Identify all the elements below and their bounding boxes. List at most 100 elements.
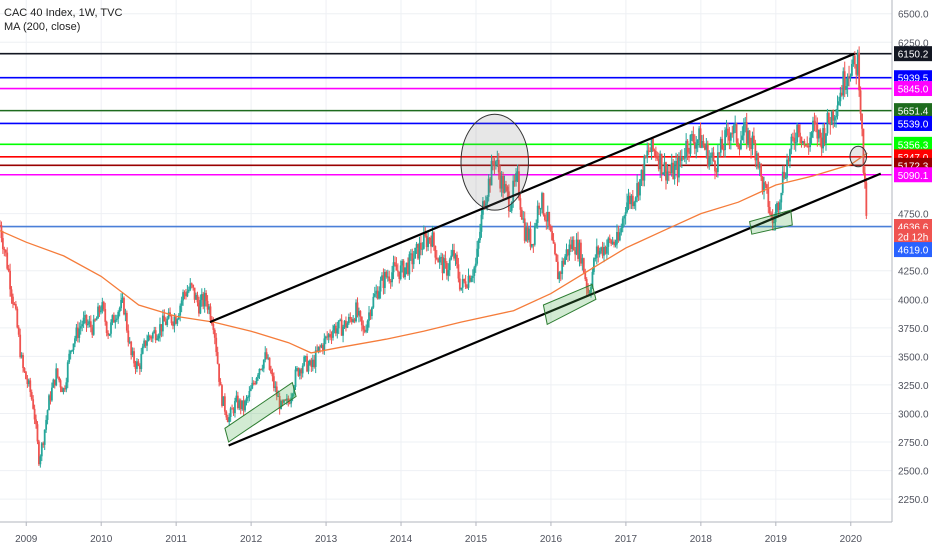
candle-body	[383, 271, 386, 288]
candle-body	[753, 135, 755, 143]
candle-body	[466, 286, 468, 288]
time-axis-tick-label: 2017	[615, 534, 638, 545]
candle-body	[653, 149, 656, 152]
candle-body	[375, 290, 378, 294]
candle-body	[763, 182, 765, 192]
candle-body	[562, 260, 565, 265]
candle-body	[345, 320, 347, 328]
price-axis-label-bg	[894, 228, 932, 244]
candle-body	[588, 292, 591, 294]
candle-body	[637, 183, 640, 196]
candle-body	[355, 302, 357, 322]
candle-body	[87, 323, 89, 326]
candle-body	[603, 246, 605, 256]
candle-body	[712, 152, 715, 161]
candle-body	[810, 132, 813, 138]
candle-body	[323, 338, 326, 351]
candle-body	[434, 245, 437, 258]
candle-body	[29, 380, 32, 393]
candle-body	[689, 134, 692, 154]
candle-body	[564, 256, 566, 265]
candle-body	[327, 334, 330, 338]
candle-body	[696, 139, 699, 144]
candle-body	[321, 345, 324, 351]
candle-body	[627, 195, 630, 203]
candle-body	[247, 397, 249, 399]
candle-body	[190, 283, 193, 285]
candle-body	[36, 424, 39, 442]
candle-body	[272, 376, 275, 388]
candle-body	[82, 317, 85, 325]
candle-body	[88, 321, 91, 324]
candle-body	[852, 55, 855, 65]
candle-body	[848, 76, 850, 78]
candle-body	[760, 163, 763, 177]
candle-body	[209, 306, 212, 320]
candle-body	[457, 264, 460, 279]
candle-body	[336, 328, 339, 334]
candle-body	[543, 214, 546, 220]
candle-body	[584, 272, 587, 280]
candle-body	[153, 330, 156, 334]
candle-body	[636, 183, 639, 198]
candle-body	[274, 386, 277, 388]
candle-body	[40, 443, 43, 457]
candle-body	[623, 216, 626, 219]
candle-body	[180, 300, 183, 306]
legend-indicator[interactable]: MA (200, close)	[4, 21, 81, 33]
candle-body	[506, 186, 509, 192]
candle-body	[42, 443, 45, 445]
price-axis-label: 5939.5	[898, 74, 929, 85]
candle-body	[678, 157, 680, 178]
candle-body	[427, 237, 430, 248]
candle-body	[98, 306, 101, 313]
candle-body	[213, 329, 216, 338]
candle-body	[476, 248, 479, 264]
candle-body	[845, 86, 848, 90]
candle-body	[734, 123, 737, 126]
candle-body	[137, 361, 140, 366]
candle-body	[225, 411, 228, 418]
candle-body	[352, 319, 355, 322]
candle-body	[186, 291, 189, 297]
candle-body	[411, 253, 414, 265]
candle-body	[389, 280, 392, 283]
candle-body	[200, 294, 203, 301]
candle-body	[688, 152, 690, 154]
candle-body	[62, 388, 65, 393]
candle-body	[816, 124, 819, 139]
candle-body	[92, 319, 95, 335]
candle-body	[790, 136, 793, 150]
candle-body	[170, 316, 173, 324]
candle-body	[432, 232, 435, 246]
candle-body	[271, 372, 274, 377]
candle-body	[187, 289, 190, 292]
candle-body	[418, 242, 421, 259]
candle-body	[394, 262, 396, 265]
candle-body	[799, 132, 801, 137]
price-axis-label: 4636.6	[898, 223, 929, 234]
candle-body	[846, 76, 849, 87]
candle-body	[631, 195, 634, 207]
price-axis-tick-label: 3500.0	[898, 352, 929, 363]
candle-body	[525, 227, 528, 241]
candle-body	[680, 156, 683, 161]
candle-body	[285, 398, 288, 401]
candle-body	[605, 246, 608, 254]
candle-body	[748, 130, 751, 144]
candle-body	[773, 222, 775, 224]
candle-body	[499, 172, 502, 189]
candle-body	[346, 323, 349, 328]
candle-body	[780, 192, 783, 203]
candle-body	[565, 249, 568, 257]
candle-body	[616, 232, 618, 245]
candle-body	[270, 369, 272, 373]
candle-body	[174, 316, 177, 324]
candle-body	[424, 233, 427, 236]
price-axis-label-bg	[894, 103, 932, 119]
legend-title[interactable]: CAC 40 Index, 1W, TVC	[4, 7, 123, 19]
price-axis-label: 5172.3	[898, 161, 929, 172]
candle-body	[827, 112, 830, 123]
